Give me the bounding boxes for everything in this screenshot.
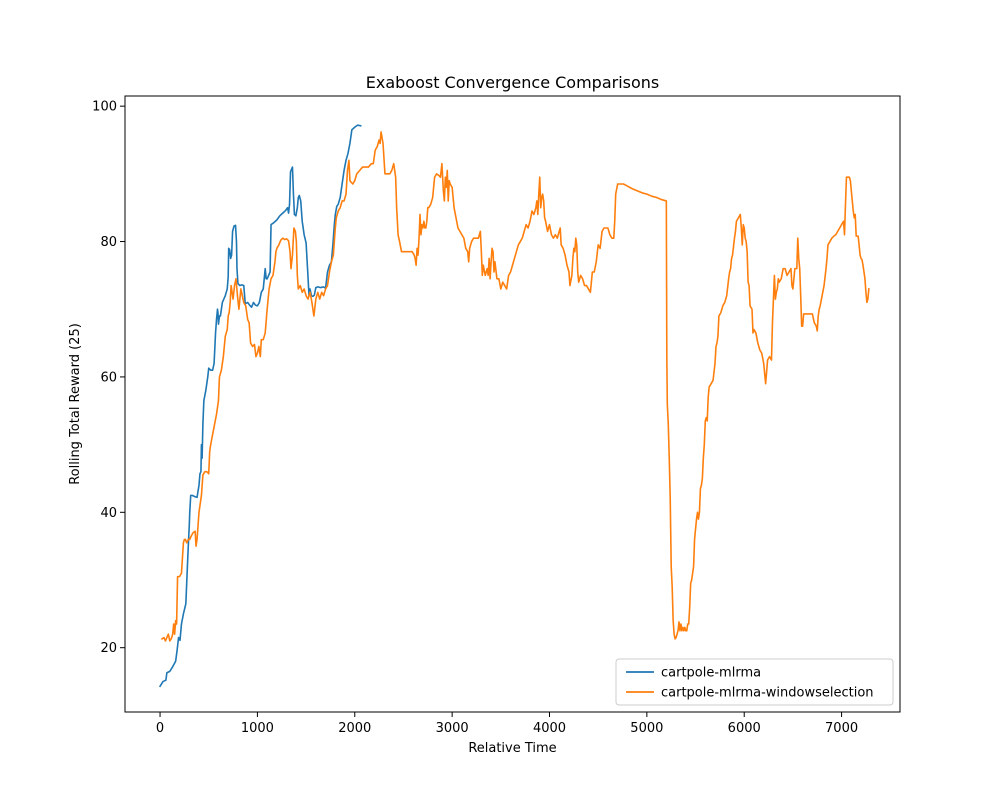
series-line-1: [160, 131, 870, 642]
legend-box: [615, 658, 894, 706]
y-tick-label: 60: [100, 370, 117, 385]
y-tick-label: 80: [100, 235, 117, 250]
x-tick-label: 7000: [825, 721, 858, 736]
series-line-0: [158, 124, 362, 688]
x-tick-label: 2000: [338, 721, 371, 736]
x-axis-label: Relative Time: [468, 741, 556, 756]
plot-frame: [124, 95, 901, 713]
y-tick-label: 100: [92, 100, 117, 115]
y-tick-label: 40: [100, 506, 117, 521]
x-tick-label: 1000: [241, 721, 274, 736]
y-axis: 20 40 60 80 100: [92, 100, 125, 656]
x-axis: 0 1000 2000 3000 4000 5000 6000 7000: [156, 712, 858, 736]
series-lines: [158, 124, 870, 688]
y-axis-label: Rolling Total Reward (25): [68, 323, 83, 485]
x-tick-label: 5000: [630, 721, 663, 736]
x-tick-label: 0: [156, 721, 164, 736]
legend: cartpole-mlrma cartpole-mlrma-windowselec…: [615, 658, 894, 706]
legend-label: cartpole-mlrma-windowselection: [661, 686, 874, 701]
x-tick-label: 3000: [436, 721, 469, 736]
y-tick-label: 20: [100, 641, 117, 656]
legend-label: cartpole-mlrma: [661, 666, 761, 681]
chart-title: Exaboost Convergence Comparisons: [366, 73, 660, 92]
x-tick-label: 6000: [728, 721, 761, 736]
x-tick-label: 4000: [533, 721, 566, 736]
